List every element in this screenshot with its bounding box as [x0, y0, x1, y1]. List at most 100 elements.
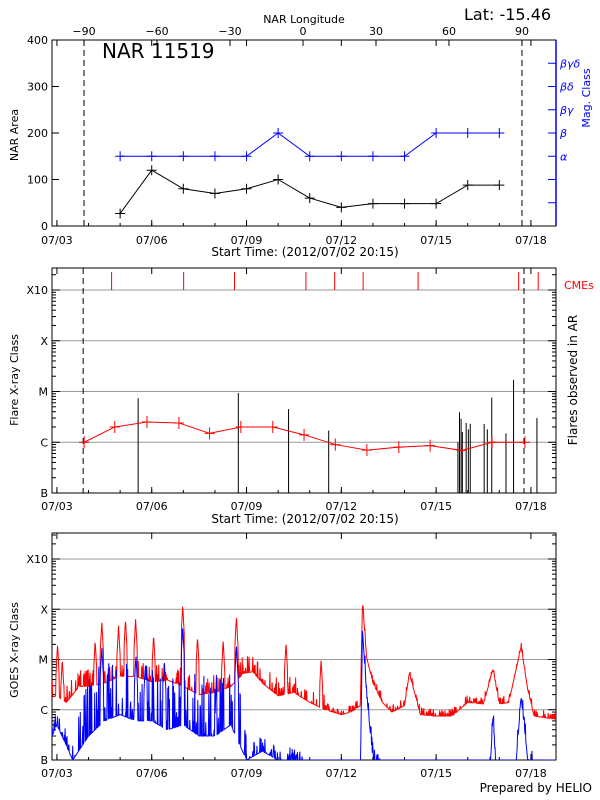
x-tick-label: 07/09	[231, 500, 263, 513]
y-tick-label: 400	[27, 34, 48, 47]
mag-class-point	[462, 128, 473, 138]
area-panel-title: NAR 11519	[102, 39, 215, 63]
y-tick-label: X10	[26, 284, 48, 297]
flare-mean-point	[141, 416, 152, 429]
x-tick-label: 07/18	[515, 767, 547, 780]
flare-mean-point	[109, 420, 120, 433]
flare-mean-point	[519, 436, 530, 449]
mag-class-point	[146, 151, 157, 162]
flare-mean-point	[173, 416, 184, 429]
x-tick-label: 07/09	[231, 234, 263, 247]
flare-mean-point	[330, 438, 341, 451]
y-tick-label: M	[39, 654, 49, 667]
y-tick-label: X	[40, 603, 48, 616]
area-point	[178, 183, 189, 194]
lon-tick-label: −60	[145, 25, 168, 38]
x-tick-label: 07/03	[41, 767, 73, 780]
y-tick-label: 100	[27, 174, 48, 187]
mag-class-point	[241, 151, 252, 162]
mag-tick-label: β	[559, 127, 567, 140]
mag-class-point	[336, 151, 347, 162]
area-xlabel: Start Time: (2012/07/02 20:15)	[211, 245, 398, 259]
mag-class-point	[178, 151, 189, 162]
area-point	[462, 180, 473, 191]
area-ylabel: NAR Area	[8, 109, 21, 161]
cme-label: CMEs	[564, 279, 594, 292]
mag-class-point	[115, 151, 126, 162]
top-axis-label: NAR Longitude	[263, 13, 345, 26]
plot-frame	[51, 532, 557, 761]
lon-tick-label: 90	[515, 25, 529, 38]
mag-class-point	[494, 128, 505, 138]
area-point	[304, 193, 315, 204]
x-tick-label: 07/09	[231, 767, 263, 780]
x-tick-label: 07/06	[136, 234, 168, 247]
plot-frame	[51, 267, 557, 494]
flare-mean-point	[299, 428, 310, 441]
flares-observed-label: Flares observed in AR	[566, 315, 580, 445]
mag-tick-label: βγ	[559, 104, 574, 117]
y-tick-label: C	[40, 436, 48, 449]
area-point	[273, 174, 284, 185]
area-point	[336, 202, 347, 213]
lat-label: Lat: -15.46	[464, 5, 551, 24]
y-tick-label: 0	[41, 220, 48, 233]
mag-class-point	[273, 128, 284, 138]
area-point	[494, 180, 505, 191]
mag-class-ylabel: Mag. Class	[580, 68, 593, 127]
mag-class-point	[304, 151, 315, 162]
x-tick-label: 07/06	[136, 500, 168, 513]
mag-class-point	[399, 151, 410, 162]
flare-mean-point	[235, 420, 246, 433]
flare-mean-point	[361, 444, 372, 457]
area-point	[209, 188, 220, 199]
x-tick-label: 07/12	[325, 767, 357, 780]
flare-ylabel: Flare X-ray Class	[8, 334, 21, 426]
y-tick-label: 200	[27, 127, 48, 140]
lon-tick-label: 0	[300, 25, 307, 38]
y-tick-label: X10	[26, 553, 48, 566]
x-tick-label: 07/12	[325, 234, 357, 247]
area-series-line	[119, 169, 500, 214]
footer-credit: Prepared by HELIO	[480, 781, 592, 795]
area-point	[399, 198, 410, 209]
lon-tick-label: 60	[442, 25, 456, 38]
y-tick-label: M	[39, 386, 49, 399]
flare-mean-point	[267, 420, 278, 433]
flare-xlabel: Start Time: (2012/07/02 20:15)	[211, 512, 398, 526]
area-point	[367, 198, 378, 209]
flare-mean-point	[393, 441, 404, 454]
mag-class-point	[209, 151, 220, 162]
x-tick-label: 07/15	[420, 767, 452, 780]
y-tick-label: B	[40, 487, 48, 500]
x-tick-label: 07/18	[515, 234, 547, 247]
x-tick-label: 07/03	[41, 234, 73, 247]
flare-mean-point	[204, 427, 215, 440]
flare-mean-point	[425, 439, 436, 452]
x-tick-label: 07/03	[41, 500, 73, 513]
flare-mean-point	[79, 436, 90, 449]
area-point	[241, 183, 252, 194]
mag-tick-label: βγδ	[559, 57, 581, 70]
area-point	[146, 165, 157, 176]
mag-tick-label: βδ	[559, 81, 574, 94]
y-tick-label: 300	[27, 81, 48, 94]
mag-tick-label: α	[560, 150, 568, 163]
goes-long-line	[52, 605, 556, 720]
lon-tick-label: 30	[369, 25, 383, 38]
x-tick-label: 07/12	[325, 500, 357, 513]
x-tick-label: 07/06	[136, 767, 168, 780]
y-tick-label: B	[40, 754, 48, 767]
flare-mean-point	[456, 444, 467, 457]
y-tick-label: X	[40, 335, 48, 348]
mag-class-point	[367, 151, 378, 162]
flare-mean-point	[487, 436, 498, 449]
x-tick-label: 07/18	[515, 500, 547, 513]
goes-ylabel: GOES X-ray Class	[8, 602, 21, 698]
lon-tick-label: −90	[72, 25, 95, 38]
lon-tick-label: −30	[218, 25, 241, 38]
y-tick-label: C	[40, 704, 48, 717]
mag-class-point	[431, 128, 442, 138]
area-point	[431, 198, 442, 209]
